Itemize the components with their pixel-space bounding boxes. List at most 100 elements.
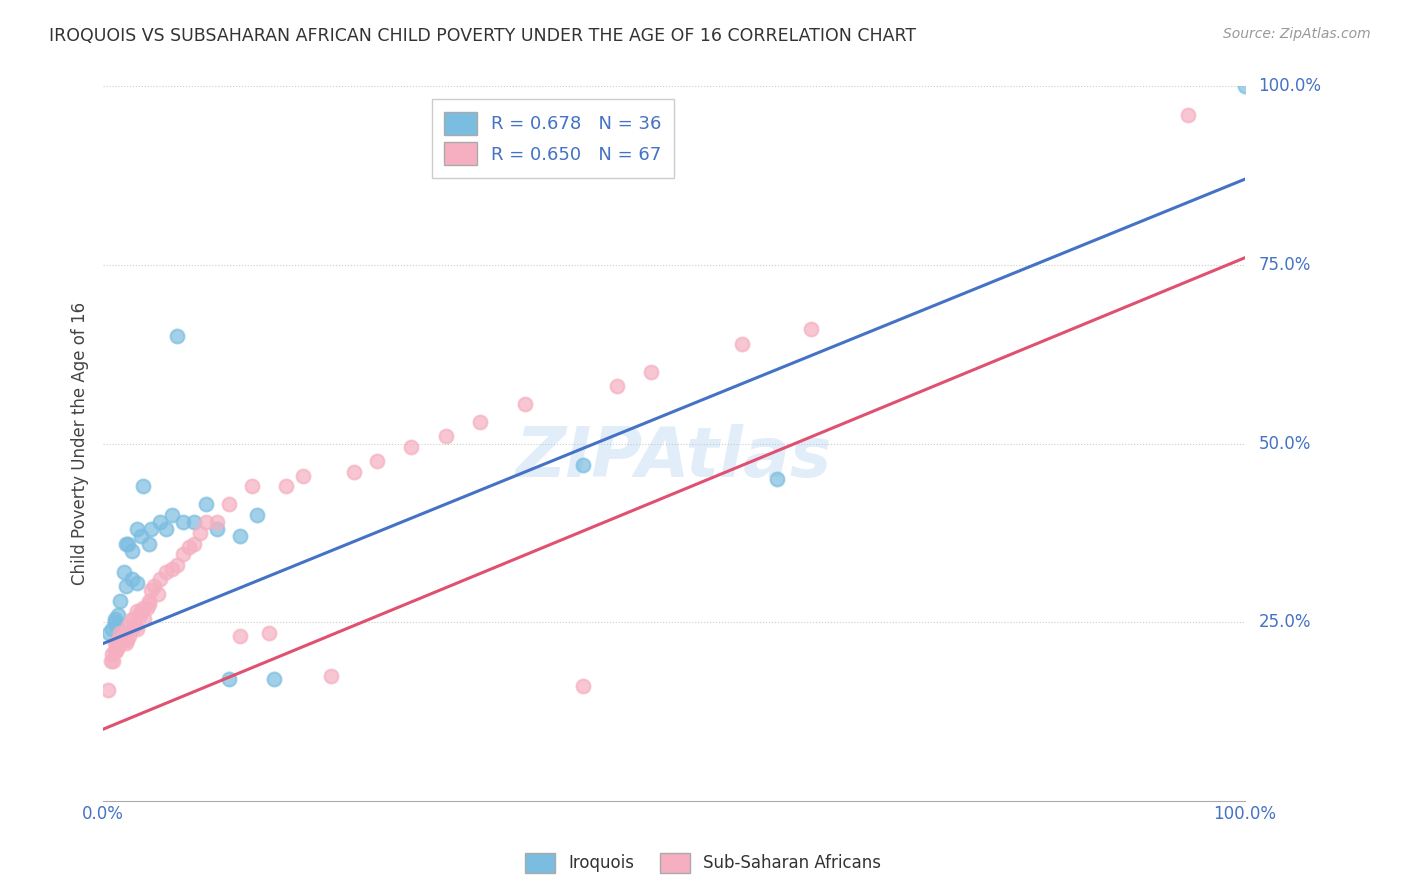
Point — [515, 397, 537, 411]
Point — [571, 458, 593, 472]
Point — [107, 607, 129, 622]
Point — [138, 593, 160, 607]
Point — [138, 536, 160, 550]
Point — [121, 611, 143, 625]
Point — [143, 579, 166, 593]
Point — [263, 672, 285, 686]
Point — [108, 636, 131, 650]
Point — [166, 329, 188, 343]
Point — [103, 643, 125, 657]
Text: 100.0%: 100.0% — [1258, 78, 1322, 95]
Point — [177, 540, 200, 554]
Point — [1233, 79, 1256, 94]
Text: 75.0%: 75.0% — [1258, 256, 1310, 274]
Legend: Iroquois, Sub-Saharan Africans: Iroquois, Sub-Saharan Africans — [519, 847, 887, 880]
Point — [118, 629, 141, 643]
Point — [107, 632, 129, 647]
Text: ZIPAtlas: ZIPAtlas — [516, 425, 832, 491]
Point — [765, 472, 787, 486]
Point — [121, 543, 143, 558]
Point — [112, 565, 135, 579]
Point — [129, 529, 152, 543]
Y-axis label: Child Poverty Under the Age of 16: Child Poverty Under the Age of 16 — [72, 302, 89, 585]
Point — [1177, 108, 1199, 122]
Point — [149, 515, 172, 529]
Point — [105, 618, 128, 632]
Point — [800, 322, 823, 336]
Point — [115, 536, 138, 550]
Point — [229, 629, 252, 643]
Point — [103, 636, 125, 650]
Point — [128, 607, 150, 622]
Point — [146, 586, 169, 600]
Point — [731, 336, 754, 351]
Point — [606, 379, 628, 393]
Point — [127, 522, 149, 536]
Point — [218, 497, 240, 511]
Text: 50.0%: 50.0% — [1258, 434, 1310, 452]
Point — [401, 440, 423, 454]
Point — [127, 575, 149, 590]
Point — [97, 682, 120, 697]
Point — [139, 522, 162, 536]
Point — [103, 654, 125, 668]
Point — [110, 629, 132, 643]
Point — [571, 679, 593, 693]
Point — [183, 536, 205, 550]
Point — [274, 479, 297, 493]
Point — [366, 454, 388, 468]
Point — [103, 611, 125, 625]
Point — [160, 561, 183, 575]
Point — [105, 636, 128, 650]
Point — [110, 593, 132, 607]
Point — [115, 625, 138, 640]
Point — [160, 508, 183, 522]
Point — [117, 536, 139, 550]
Point — [246, 508, 269, 522]
Point — [321, 668, 343, 682]
Point — [434, 429, 457, 443]
Point — [155, 522, 177, 536]
Point — [107, 640, 129, 654]
Point — [229, 529, 252, 543]
Point — [100, 654, 122, 668]
Point — [115, 579, 138, 593]
Point — [124, 618, 146, 632]
Point — [155, 565, 177, 579]
Point — [110, 632, 132, 647]
Text: Source: ZipAtlas.com: Source: ZipAtlas.com — [1223, 27, 1371, 41]
Point — [139, 582, 162, 597]
Point — [115, 636, 138, 650]
Text: 25.0%: 25.0% — [1258, 613, 1310, 631]
Point — [121, 622, 143, 636]
Point — [127, 622, 149, 636]
Point — [115, 632, 138, 647]
Point — [166, 558, 188, 572]
Legend: R = 0.678   N = 36, R = 0.650   N = 67: R = 0.678 N = 36, R = 0.650 N = 67 — [432, 99, 675, 178]
Point — [104, 643, 127, 657]
Point — [640, 365, 662, 379]
Point — [110, 632, 132, 647]
Point — [135, 600, 157, 615]
Point — [122, 611, 145, 625]
Point — [134, 611, 156, 625]
Point — [291, 468, 314, 483]
Point — [112, 625, 135, 640]
Point — [172, 515, 194, 529]
Point — [207, 515, 229, 529]
Point — [129, 604, 152, 618]
Point — [121, 572, 143, 586]
Point — [188, 525, 211, 540]
Point — [132, 479, 155, 493]
Point — [194, 515, 217, 529]
Point — [97, 625, 120, 640]
Point — [111, 629, 134, 643]
Point — [218, 672, 240, 686]
Point — [343, 465, 366, 479]
Point — [183, 515, 205, 529]
Point — [149, 572, 172, 586]
Point — [172, 547, 194, 561]
Point — [101, 647, 124, 661]
Point — [114, 632, 136, 647]
Point — [468, 415, 491, 429]
